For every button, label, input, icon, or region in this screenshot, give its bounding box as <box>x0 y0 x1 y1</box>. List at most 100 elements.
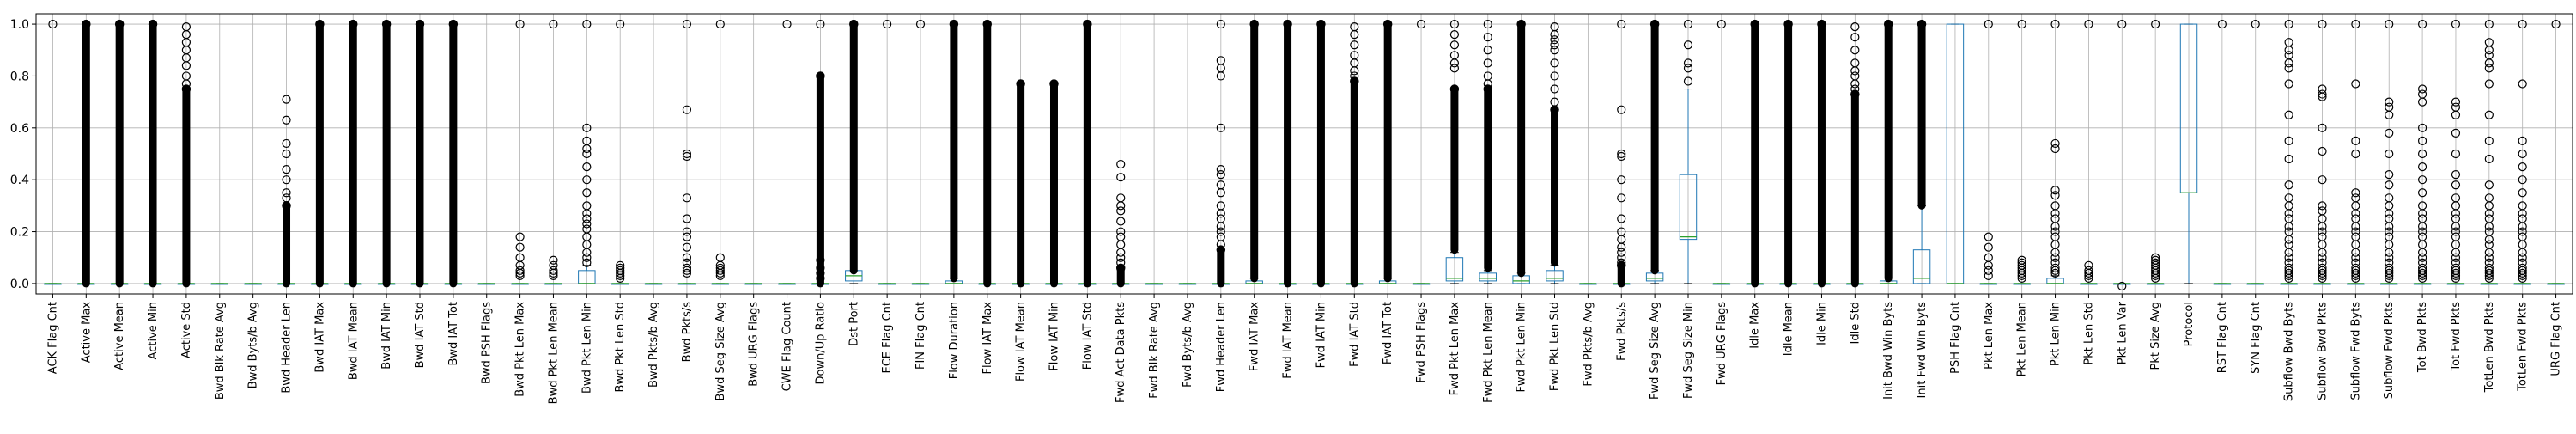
outlier-point <box>2417 271 2427 280</box>
outlier-point <box>1483 19 1492 29</box>
outlier-point <box>1350 71 1359 81</box>
outlier-point <box>2351 273 2360 283</box>
outlier-point <box>2484 248 2494 257</box>
outlier-point <box>1116 159 1126 169</box>
outlier-point <box>2351 222 2360 231</box>
outlier-point <box>2284 46 2293 55</box>
outlier-point <box>1116 173 1126 182</box>
outlier-point <box>2117 281 2127 291</box>
outlier-point <box>2417 222 2427 231</box>
outlier-point <box>2385 110 2394 119</box>
box-init-bwd-win-byts <box>1879 19 1898 284</box>
outlier-point <box>2484 209 2494 218</box>
outlier-point <box>1216 71 1225 81</box>
box-fwd-act-data-pkts <box>1112 159 1130 288</box>
outlier-point <box>2284 58 2293 68</box>
outlier-point <box>2451 149 2461 159</box>
outlier-point <box>1617 19 1626 29</box>
x-tick-label: Fwd Pkts/s <box>1615 302 1628 361</box>
outlier-point <box>1984 260 1993 270</box>
box-fwd-urg-flags <box>1712 19 1731 285</box>
outlier-point <box>1516 19 1526 29</box>
x-tick-label: Fwd IAT Max <box>1249 302 1261 371</box>
outlier-point <box>282 138 291 149</box>
x-tick-label: Bwd IAT Max <box>313 302 326 373</box>
outlier-point <box>2518 175 2527 185</box>
outlier-point <box>2417 248 2427 257</box>
outlier-point <box>2451 97 2461 107</box>
outlier-point <box>1850 21 1860 32</box>
outlier-point <box>2284 180 2293 190</box>
outlier-point <box>915 19 926 29</box>
box-fwd-pkt-len-mean <box>1479 19 1497 284</box>
outlier-point <box>2284 154 2293 164</box>
outlier-point <box>1116 248 1126 257</box>
outlier-point <box>682 214 692 223</box>
outlier-point <box>2518 227 2527 236</box>
outlier-point <box>2385 222 2394 231</box>
outlier-point <box>2017 19 2026 29</box>
outlier-point <box>1483 84 1493 94</box>
outlier-point <box>1550 46 1559 55</box>
outlier-point <box>582 123 592 132</box>
outlier-point <box>1449 58 1460 68</box>
outlier-point <box>2385 271 2394 280</box>
x-tick-label: RST Flag Cnt <box>2216 302 2229 373</box>
box-tot-bwd-pkts <box>2413 19 2432 285</box>
outlier-point <box>1617 175 1626 185</box>
outlier-point <box>549 266 558 275</box>
outlier-point <box>2518 162 2527 172</box>
x-tick-label: Bwd Byts/b Avg <box>247 302 260 388</box>
outlier-point <box>2484 235 2494 244</box>
outlier-point <box>2084 19 2093 29</box>
outlier-point <box>1116 206 1126 216</box>
outlier-point <box>2518 149 2527 159</box>
outlier-point <box>2151 19 2160 29</box>
box-bwd-iat-tot <box>444 19 463 288</box>
outlier-point <box>1683 19 1693 29</box>
y-tick-label: 0.2 <box>10 226 29 240</box>
box-ece-flag-cnt <box>878 19 896 285</box>
outlier-point <box>515 232 525 241</box>
box-bwd-pkt-len-min <box>578 19 596 284</box>
x-tick-label: Tot Bwd Pkts <box>2416 302 2429 373</box>
outlier-point <box>2451 209 2461 218</box>
outlier-point <box>1550 35 1559 45</box>
x-tick-label: Fwd IAT Std <box>1348 302 1361 367</box>
x-tick-label: Pkt Len Mean <box>2016 302 2029 376</box>
outlier-point <box>2050 253 2060 262</box>
x-tick-label: Flow Duration <box>948 302 961 379</box>
outlier-point <box>2284 268 2293 278</box>
outlier-point <box>1116 201 1126 211</box>
x-tick-label: Idle Std <box>1849 302 1862 344</box>
box-pkt-len-std <box>2080 19 2098 285</box>
outlier-point <box>2385 273 2394 283</box>
outlier-point <box>2050 144 2060 154</box>
x-tick-label: Bwd URG Flags <box>748 302 761 387</box>
outlier-point <box>2318 92 2327 101</box>
x-tick-label: Fwd Byts/b Avg <box>1182 302 1194 388</box>
outlier-point <box>1617 258 1626 267</box>
outlier-point <box>2284 110 2293 119</box>
outlier-point <box>2451 273 2461 283</box>
outlier-point <box>2351 149 2360 159</box>
outlier-point <box>549 271 558 280</box>
box-fwd-iat-mean <box>1279 19 1297 288</box>
outlier-point <box>2050 191 2060 200</box>
outlier-point <box>1683 76 1693 86</box>
box-bwd-seg-size-avg <box>711 19 730 285</box>
outlier-point <box>1283 19 1292 29</box>
outlier-point <box>2518 222 2527 231</box>
x-tick-label: Bwd IAT Std <box>414 302 427 368</box>
outlier-point <box>1216 245 1226 254</box>
outlier-point <box>1116 253 1126 262</box>
outlier-point <box>2385 209 2394 218</box>
box-pkt-len-var <box>2113 19 2131 291</box>
outlier-point <box>582 214 592 223</box>
outlier-point <box>2385 248 2394 257</box>
box-fin-flag-cnt <box>911 19 930 285</box>
outlier-point <box>616 268 625 278</box>
outlier-point <box>2151 268 2160 278</box>
box-body <box>1479 272 1497 282</box>
outlier-point <box>1483 58 1492 68</box>
